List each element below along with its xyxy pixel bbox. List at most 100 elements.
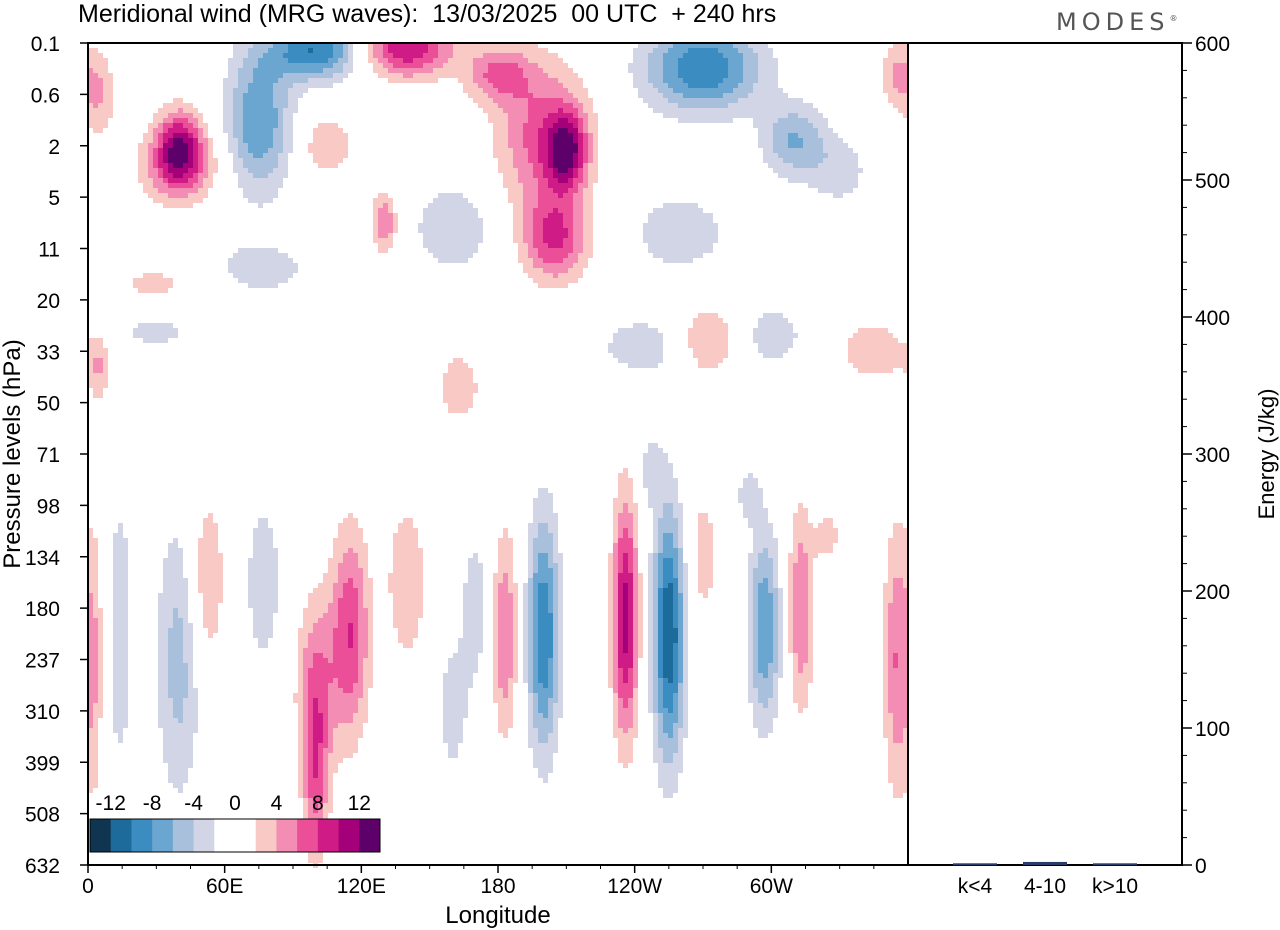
heatmap-cell (463, 83, 478, 88)
heatmap-cell (653, 718, 658, 723)
heatmap-cell (183, 658, 193, 663)
heatmap-cell (663, 548, 678, 553)
heatmap-cell (523, 588, 528, 593)
heatmap-cell (88, 578, 98, 583)
heatmap-cell (663, 618, 673, 623)
heatmap-cell (893, 723, 908, 728)
heatmap-cell (523, 633, 528, 638)
heatmap-cell (753, 118, 778, 123)
heatmap-cell (308, 593, 333, 598)
heatmap-cell (443, 738, 463, 743)
heatmap-cell (643, 468, 673, 473)
heatmap-cell (313, 663, 358, 668)
heatmap-cell (198, 543, 218, 548)
heatmap-cell (298, 678, 303, 683)
heatmap-cell (493, 693, 503, 698)
heatmap-cell (673, 568, 678, 573)
heatmap-cell (648, 558, 653, 563)
heatmap-cell (273, 168, 288, 173)
heatmap-cell (363, 603, 373, 608)
heatmap-cell (323, 763, 328, 768)
heatmap-cell (688, 328, 728, 333)
heatmap-cell (623, 763, 628, 768)
heatmap-cell (533, 698, 538, 703)
heatmap-cell (748, 43, 768, 48)
heatmap-cell (88, 768, 98, 773)
heatmap-cell (333, 63, 343, 68)
heatmap-cell (113, 658, 128, 663)
heatmap-cell (628, 638, 633, 643)
heatmap-cell (618, 638, 623, 643)
heatmap-cell (683, 718, 688, 723)
heatmap-cell (88, 343, 103, 348)
heatmap-cell (618, 613, 623, 618)
heatmap-cell (583, 188, 593, 193)
heatmap-cell (888, 558, 908, 563)
heatmap-cell (748, 623, 753, 628)
heatmap-cell (663, 508, 673, 513)
heatmap-cell (758, 138, 773, 143)
heatmap-cell (318, 583, 333, 588)
heatmap-cell (788, 558, 798, 563)
heatmap-cell (538, 613, 553, 618)
heatmap-cell (248, 558, 278, 563)
heatmap-cell (618, 718, 633, 723)
heatmap-cell (168, 663, 188, 668)
heatmap-cell (113, 623, 128, 628)
heatmap-cell (773, 658, 778, 663)
heatmap-cell (748, 633, 753, 638)
heatmap-cell (478, 83, 493, 88)
heatmap-cell (148, 123, 158, 128)
heatmap-cell (113, 673, 128, 678)
heatmap-cell (88, 78, 103, 83)
heatmap-cell (403, 643, 413, 648)
heatmap-cell (253, 78, 278, 83)
heatmap-cell (168, 673, 188, 678)
heatmap-cell (173, 623, 183, 628)
heatmap-cell (143, 338, 168, 343)
heatmap-cell (363, 668, 373, 673)
heatmap-cell (583, 238, 593, 243)
heatmap-cell (658, 528, 678, 533)
heatmap-cell (423, 238, 483, 243)
heatmap-cell (538, 703, 548, 708)
heatmap-cell (183, 138, 193, 143)
heatmap-cell (283, 138, 293, 143)
heatmap-cell (638, 593, 643, 598)
heatmap-cell (453, 53, 483, 58)
heatmap-cell (623, 698, 628, 703)
heatmap-cell (293, 698, 303, 703)
heatmap-cell (673, 658, 678, 663)
heatmap-cell (188, 118, 198, 123)
heatmap-cell (898, 653, 908, 658)
heatmap-cell (578, 118, 583, 123)
heatmap-cell (758, 143, 773, 148)
heatmap-cell (618, 688, 633, 693)
heatmap-cell (303, 763, 308, 768)
heatmap-cell (393, 228, 398, 233)
heatmap-cell (758, 643, 773, 648)
heatmap-cell (758, 133, 773, 138)
heatmap-cell (533, 173, 543, 178)
heatmap-cell (618, 708, 633, 713)
heatmap-cell (448, 408, 468, 413)
heatmap-cell (533, 208, 553, 213)
heatmap-cell (303, 688, 308, 693)
heatmap-cell (618, 568, 623, 573)
heatmap-cell (543, 778, 548, 783)
energy-category-label: k<4 (958, 875, 993, 898)
heatmap-cell (648, 633, 653, 638)
heatmap-cell (88, 618, 98, 623)
heatmap-cell (528, 148, 538, 153)
heatmap-cell (453, 653, 478, 658)
heatmap-cell (223, 78, 238, 83)
heatmap-cell (888, 673, 908, 678)
heatmap-cell (808, 613, 813, 618)
heatmap-cell (188, 673, 193, 678)
heatmap-cell (313, 803, 318, 808)
heatmap-cell (618, 598, 623, 603)
heatmap-cell (278, 78, 308, 83)
heatmap-cell (623, 558, 628, 563)
heatmap-cell (888, 708, 908, 713)
heatmap-cell (388, 588, 423, 593)
